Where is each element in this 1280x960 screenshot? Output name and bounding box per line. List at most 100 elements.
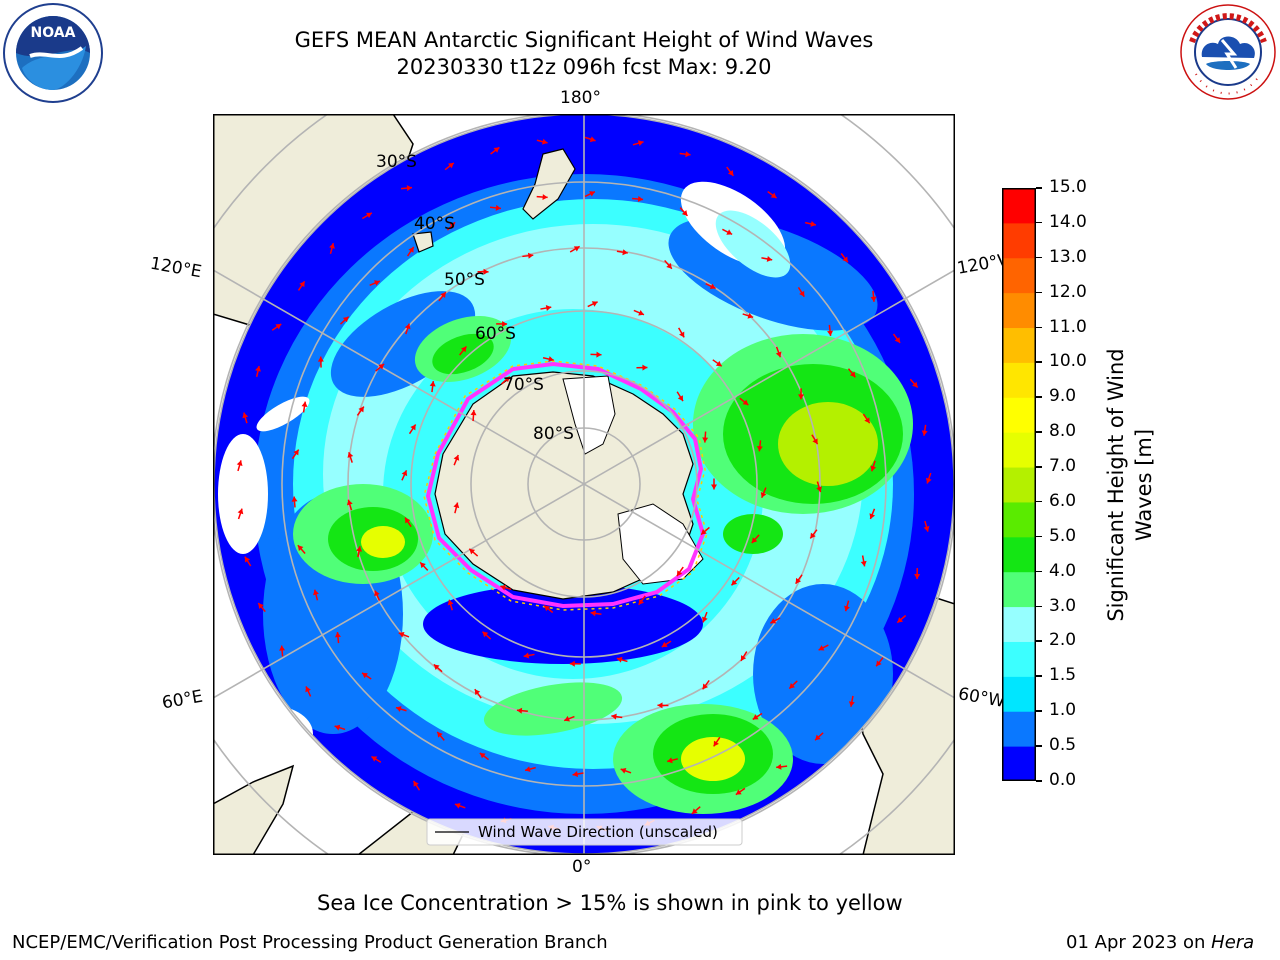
wave-arrow-head [440, 292, 446, 298]
colorbar-tick-mark [1036, 291, 1042, 294]
colorbar-tick-mark [1036, 570, 1042, 573]
colorbar-swatch [1002, 711, 1036, 747]
wave-arrow-head [433, 664, 440, 671]
graticule [213, 114, 955, 855]
wave-arrow-head [869, 513, 876, 519]
wave-arrow-head [362, 672, 368, 679]
wave-arrow-head [495, 204, 501, 211]
tasmania-landmass [412, 231, 434, 253]
wave-arrow-head [469, 548, 476, 555]
colorbar-tick-label: 13.0 [1049, 246, 1087, 267]
wave-arrow-head [818, 645, 825, 651]
wave-arrow-head [842, 256, 848, 263]
wave-arrow-head [305, 686, 311, 693]
wave-arrow-head [541, 138, 548, 145]
wave-arrow-head [371, 756, 378, 762]
colorbar-tick-label: 11.0 [1049, 316, 1087, 337]
polar-map: Wind Wave Direction (unscaled) [213, 113, 955, 855]
colorbar-tick-label: 6.0 [1049, 490, 1077, 511]
wave-arrow-head [923, 525, 930, 532]
colorbar-tick-mark [1036, 396, 1042, 398]
wave-arrow-head [493, 147, 500, 153]
colorbar-title: Significant Height of Wind Waves [m] [1102, 315, 1158, 655]
wave-arrow-head [527, 252, 534, 259]
wave-arrow-head [516, 707, 523, 714]
wave-arrow-head [237, 508, 244, 515]
wave-arrow-head [637, 140, 644, 147]
wave-arrow-head [702, 616, 708, 623]
wave-arrow-head [479, 752, 486, 759]
wave-arrow-head [589, 136, 596, 143]
wave-arrow-head [413, 780, 419, 787]
colorbar-swatch [1002, 222, 1036, 259]
colorbar-swatch [1002, 746, 1036, 782]
colorbar-title-line2: Waves [m] [1132, 428, 1156, 542]
wave-arrow-head [502, 320, 508, 327]
colorbar-swatch [1002, 432, 1036, 468]
colorbar-swatch [1002, 188, 1036, 224]
colorbar-swatch [1002, 327, 1036, 363]
wave-arrow-head [844, 605, 850, 612]
wave-arrow-head [548, 356, 554, 362]
wave-arrow-head [637, 196, 644, 203]
wave-arrow-head [735, 789, 742, 795]
colorbar-tick-label: 8.0 [1049, 421, 1077, 442]
wave-arrow-head [848, 701, 855, 707]
colorbar-swatch [1002, 257, 1036, 294]
wave-arrow-head [799, 290, 805, 297]
wave-arrow-head [525, 766, 531, 773]
wave-arrow-head [299, 281, 305, 288]
wave-arrow-head [378, 363, 385, 370]
colorbar-swatch [1002, 397, 1036, 433]
wave-arrow-head [437, 731, 443, 738]
map-legend: Wind Wave Direction (unscaled) [426, 818, 743, 846]
lon-label-120e: 120°E [148, 253, 204, 283]
chart-subtitle: 20230330 t12z 096h fcst Max: 9.20 [396, 55, 772, 79]
wave-arrow-head [301, 401, 308, 408]
wave-arrow-head [638, 310, 644, 316]
wave-arrow-head [657, 702, 663, 709]
wave-arrow-head [666, 263, 672, 269]
wave-arrow-head [334, 632, 341, 638]
wave-arrow-head [358, 406, 364, 413]
wave-arrow-head [876, 660, 882, 667]
lon-label-120w: 120°W [955, 251, 1004, 279]
ross-ice-shelf [562, 375, 616, 455]
colorbar-tick-label: 5.0 [1049, 525, 1077, 546]
wave-arrow-head [747, 312, 754, 319]
colorbar-swatch [1002, 292, 1036, 329]
wave-arrow-head [812, 438, 818, 445]
wave-arrow-head [681, 210, 688, 216]
colorbar-ticks: 0.0 0.5 1.0 1.5 2.0 3.0 4.0 5.0 6.0 7.0 8.0 9.0 10.0… [1036, 177, 1106, 790]
wave-arrow-head [406, 185, 413, 192]
wave-arrow-head [921, 430, 928, 436]
wave-direction-arrows [236, 136, 932, 832]
wave-arrow-head [523, 652, 530, 659]
wave-arrow-head [420, 562, 426, 569]
wave-arrow-head [449, 222, 456, 228]
wave-arrow-head [816, 486, 822, 493]
wave-arrow-head [591, 301, 598, 307]
wave-arrow-head [731, 579, 738, 586]
wave-arrow-head [293, 449, 299, 456]
wave-arrow-head [242, 412, 249, 419]
wave-arrow-head [572, 771, 579, 777]
wave-arrow-head [236, 460, 243, 467]
wave-arrow-head [590, 610, 596, 617]
wave-arrow-head [827, 330, 834, 336]
colorbar-swatch [1002, 536, 1036, 573]
wave-arrow-head [366, 212, 372, 219]
wave-arrow-head [589, 191, 595, 197]
footer-branch: NCEP/EMC/Verification Post Processing Pr… [12, 932, 608, 953]
colorbar-tick-mark [1036, 780, 1042, 782]
colorbar-tick-mark [1036, 675, 1042, 677]
colorbar-swatch [1002, 571, 1036, 608]
wave-arrow-head [453, 455, 460, 461]
wave-arrow-head [726, 229, 733, 235]
lon-label-60w: 60°W [956, 684, 1006, 712]
wave-arrow-head [429, 381, 436, 387]
wave-arrow-head [474, 689, 481, 696]
wave-arrow-head [679, 331, 685, 338]
colorbar-tick-label: 2.0 [1049, 630, 1077, 651]
colorbar-swatch [1002, 467, 1036, 503]
